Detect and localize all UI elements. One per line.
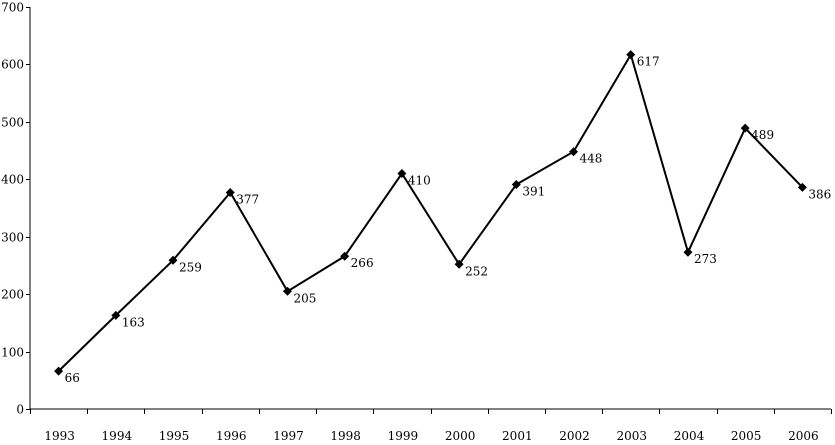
y-tick-label: 200 <box>1 288 24 302</box>
data-point <box>225 187 235 197</box>
data-label: 386 <box>808 187 831 201</box>
y-tick-label: 300 <box>1 231 24 245</box>
data-label: 489 <box>751 128 774 142</box>
data-label: 259 <box>179 260 202 274</box>
data-point <box>626 50 636 60</box>
data-point <box>740 123 750 133</box>
data-point <box>454 259 464 269</box>
y-tick-label: 100 <box>1 346 24 360</box>
data-point <box>683 247 693 257</box>
y-tick-label: 400 <box>1 173 24 187</box>
x-tick-label: 2002 <box>559 429 590 443</box>
data-point <box>340 251 350 261</box>
data-point <box>282 286 292 296</box>
data-labels: 66 163 259 377 205 266 410 252 391 448 617 273 489 38… <box>65 55 832 385</box>
data-label: 163 <box>122 315 145 329</box>
data-point <box>54 366 64 376</box>
data-label: 252 <box>465 264 488 278</box>
x-tick-label: 1994 <box>102 429 133 443</box>
y-tick-label: 0 <box>16 403 24 417</box>
y-tick-label: 600 <box>1 58 24 72</box>
series-1990s-2000s <box>54 50 807 376</box>
data-label: 391 <box>522 184 545 198</box>
data-label: 266 <box>351 256 374 270</box>
data-point <box>511 179 521 189</box>
y-tick-label: 700 <box>1 1 24 15</box>
x-tick-label: 1995 <box>159 429 190 443</box>
data-label: 273 <box>694 252 717 266</box>
data-point <box>111 310 121 320</box>
x-axis: 1993 1994 1995 1996 1997 1998 1999 2000 2001 2002… <box>30 408 832 443</box>
x-tick-label: 2005 <box>731 429 762 443</box>
x-tick-label: 1997 <box>273 429 304 443</box>
y-tick-label: 500 <box>1 116 24 130</box>
data-label: 448 <box>580 152 603 166</box>
data-label: 377 <box>236 192 259 206</box>
x-tick-label: 2004 <box>674 429 705 443</box>
data-label: 205 <box>293 291 316 305</box>
data-point <box>797 182 807 192</box>
data-point <box>569 147 579 157</box>
x-tick-label: 1993 <box>44 429 75 443</box>
x-tick-label: 1996 <box>216 429 247 443</box>
x-tick-label: 1998 <box>330 429 361 443</box>
x-tick-label: 2006 <box>788 429 819 443</box>
series-line <box>57 52 804 372</box>
x-tick-label: 2000 <box>445 429 476 443</box>
data-label: 410 <box>408 174 431 188</box>
data-point <box>168 255 178 265</box>
data-label: 66 <box>65 371 80 385</box>
x-tick-label: 2003 <box>616 429 647 443</box>
data-label: 617 <box>637 55 660 69</box>
data-point <box>397 169 407 179</box>
y-axis: 0 100 200 300 400 500 600 700 <box>1 1 31 417</box>
x-tick-label: 2001 <box>502 429 533 443</box>
x-tick-label: 1999 <box>388 429 419 443</box>
